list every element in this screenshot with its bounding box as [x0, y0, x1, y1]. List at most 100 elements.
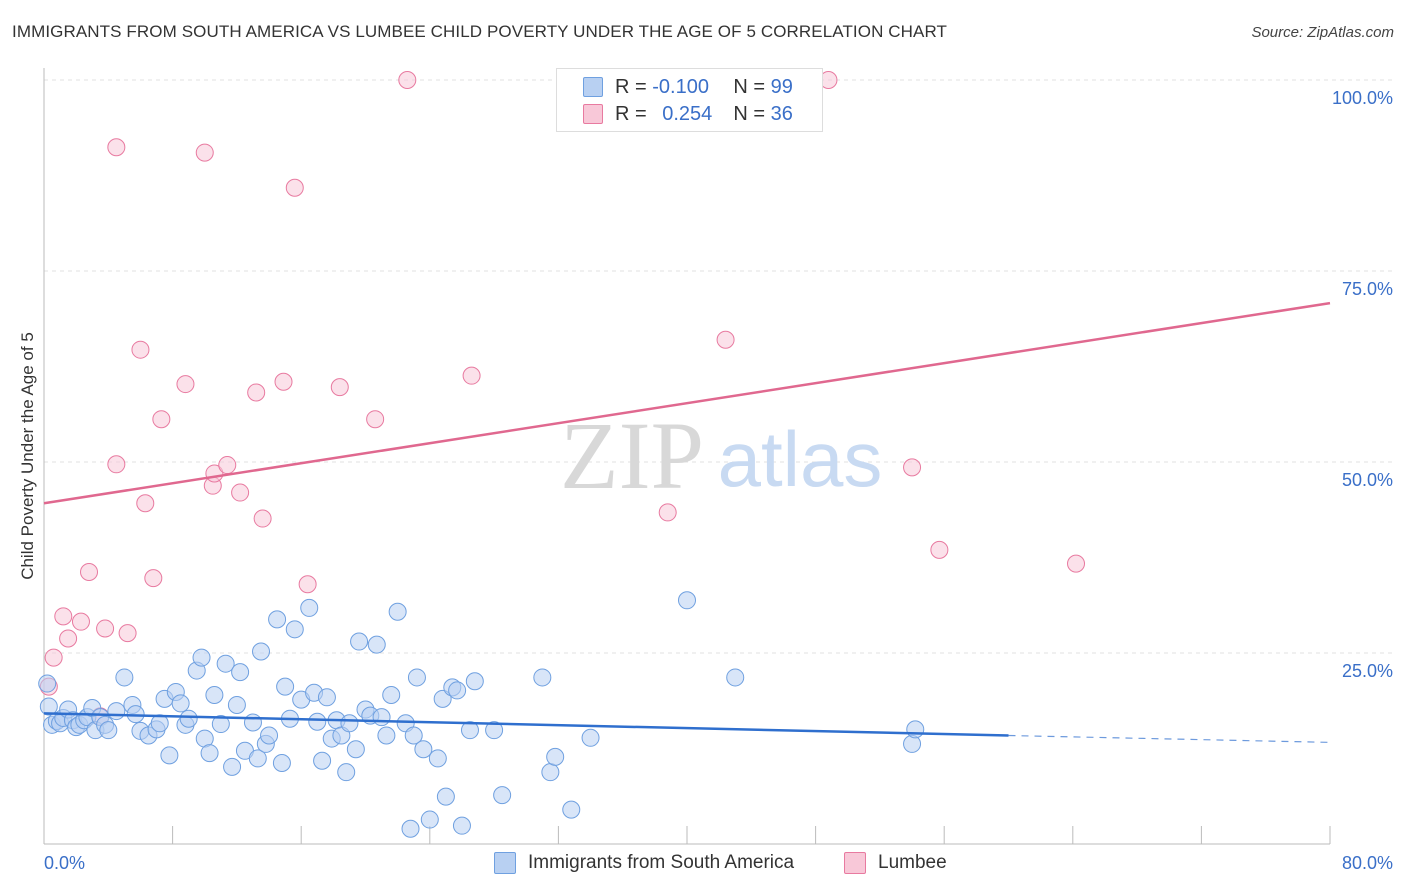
scatter-point [300, 598, 319, 617]
scatter-point [285, 178, 304, 197]
scatter-point [216, 654, 235, 673]
legend-item-south-america: Immigrants from South America [494, 852, 794, 874]
scatter-point [160, 746, 179, 765]
scatter-point [248, 749, 267, 768]
legend-swatch-pink [583, 104, 603, 124]
scatter-point [906, 720, 925, 739]
legend-swatch-pink [844, 852, 866, 874]
watermark-zip: ZIP [560, 402, 704, 509]
scatter-point [485, 721, 504, 740]
scatter-point [253, 509, 272, 528]
scatter-point [247, 383, 266, 402]
scatter-point [382, 686, 401, 705]
scatter-point [433, 689, 452, 708]
scatter-point [330, 378, 349, 397]
y-tick-label: 50.0% [1342, 470, 1393, 490]
scatter-point [195, 143, 214, 162]
legend-row-lumbee: R = 0.254 N = 36 [583, 102, 793, 126]
legend-swatch-blue [583, 77, 603, 97]
scatter-point [107, 455, 126, 474]
scatter-point [218, 456, 237, 475]
scatter-point [460, 721, 479, 740]
y-axis-label: Child Poverty Under the Age of 5 [18, 332, 37, 580]
scatter-point [54, 607, 73, 626]
legend-swatch-blue [494, 852, 516, 874]
scatter-point [428, 749, 447, 768]
scatter-point [200, 744, 219, 763]
scatter-point [298, 575, 317, 594]
scatter-point [39, 697, 58, 716]
grid-lines [44, 79, 1392, 654]
legend-label-lumbee: Lumbee [878, 852, 947, 873]
scatter-point [313, 751, 332, 770]
trend-line-lumbee [43, 301, 1331, 505]
scatter-point [340, 714, 359, 733]
scatter-point [276, 677, 295, 696]
scatter-point [115, 668, 134, 687]
x-axis-ticks [43, 826, 1331, 844]
correlation-legend: R = -0.100 N = 99 R = 0.254 N = 36 [556, 68, 823, 132]
scatter-point [462, 366, 481, 385]
scatter-point [414, 740, 433, 759]
legend-n-label: N = [733, 75, 766, 98]
scatter-point [243, 713, 262, 732]
scatter-point [107, 138, 126, 157]
chart-title: IMMIGRANTS FROM SOUTH AMERICA VS LUMBEE … [12, 22, 948, 41]
scatter-point [317, 688, 336, 707]
scatter-point [448, 681, 467, 700]
scatter-point [420, 810, 439, 829]
scatter-point [144, 569, 163, 588]
scatter-point [252, 642, 271, 661]
scatter-point [44, 648, 63, 667]
scatter-point [678, 591, 696, 610]
legend-r-label: R = [615, 102, 647, 125]
watermark-atlas: atlas [718, 415, 883, 503]
scatter-point [546, 747, 565, 766]
y-tick-label: 100.0% [1332, 88, 1393, 108]
scatter-point [80, 563, 99, 582]
scatter-point [71, 612, 90, 631]
scatter-point [407, 668, 426, 687]
scatter-point [136, 494, 155, 513]
scatter-point [211, 715, 230, 734]
scatter-point [452, 816, 471, 835]
scatter-point [285, 620, 304, 639]
legend-r-value: -0.100 [652, 75, 709, 98]
scatter-point [401, 819, 420, 838]
scatter-point [541, 763, 560, 782]
scatter-point [581, 728, 600, 747]
legend-label-south-america: Immigrants from South America [528, 852, 795, 873]
scatter-point [131, 340, 150, 359]
scatter-point [223, 757, 242, 776]
scatter-point [337, 763, 356, 782]
watermark: ZIP atlas [560, 402, 882, 509]
legend-row-south-america: R = -0.100 N = 99 [583, 75, 793, 99]
scatter-point [716, 330, 735, 349]
legend-n-label: N = [733, 102, 766, 125]
trend-line-south-america [43, 712, 1009, 737]
scatter-point [562, 800, 581, 819]
scatter-point [367, 635, 386, 654]
scatter-point [99, 721, 118, 740]
x-tick-label-max: 80.0% [1342, 853, 1393, 873]
scatter-point [96, 619, 115, 638]
series-south-america-points [38, 591, 925, 838]
legend-n-value: 99 [770, 75, 793, 98]
scatter-point [260, 726, 279, 745]
source-label: Source: ZipAtlas.com [1251, 24, 1394, 41]
scatter-point [404, 726, 423, 745]
scatter-point [274, 372, 293, 391]
scatter-point [171, 694, 190, 713]
scatter-point [1067, 554, 1086, 573]
scatter-point [388, 602, 407, 621]
y-tick-label: 75.0% [1342, 279, 1393, 299]
scatter-point [436, 787, 455, 806]
scatter-point [930, 540, 949, 559]
scatter-point [533, 668, 552, 687]
y-tick-label: 25.0% [1342, 661, 1393, 681]
y-tick-labels: 25.0% 50.0% 75.0% 100.0% [1332, 88, 1393, 681]
scatter-point [346, 740, 365, 759]
scatter-point [903, 458, 922, 477]
scatter-point [726, 668, 745, 687]
